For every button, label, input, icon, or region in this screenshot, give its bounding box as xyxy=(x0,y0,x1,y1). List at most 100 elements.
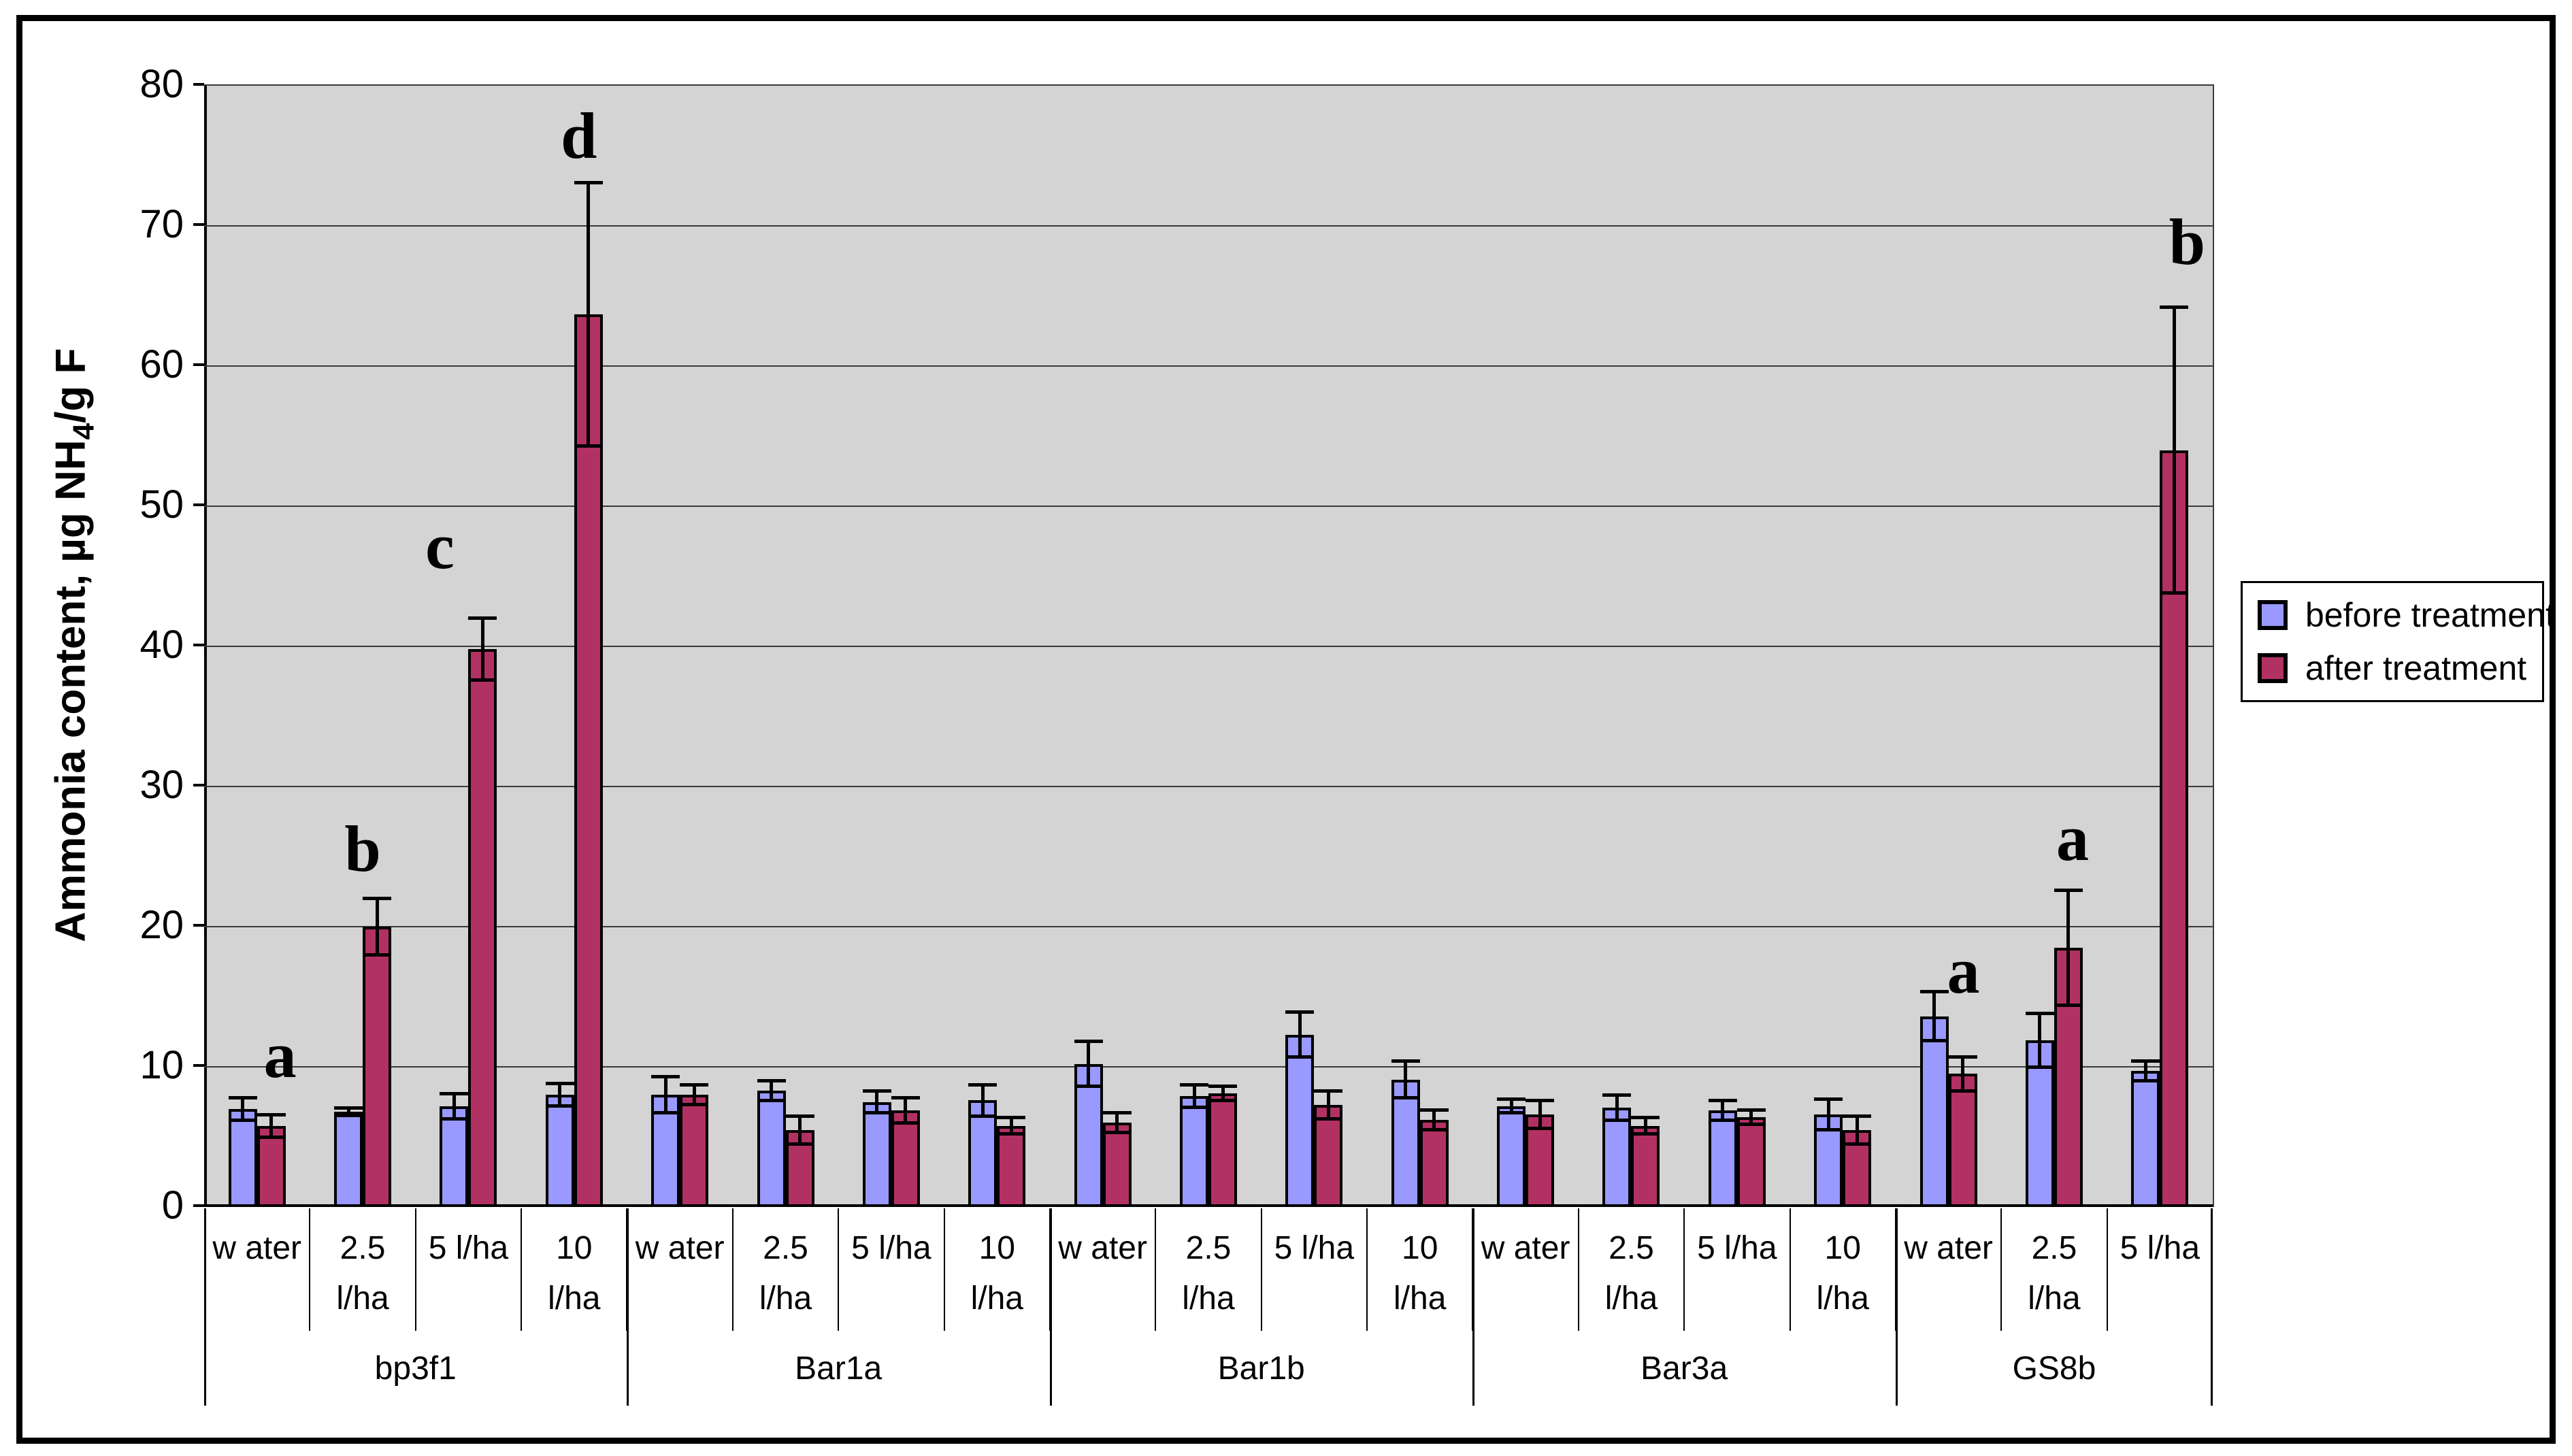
err-after-bar1bwater-cap-bottom xyxy=(1102,1131,1132,1135)
err-after-bar1b5lha-cap-bottom xyxy=(1314,1116,1343,1121)
y-tick-label-20: 20 xyxy=(139,903,184,947)
y-tick-10 xyxy=(193,1064,204,1067)
legend-item-before: before treatment xyxy=(2258,595,2555,635)
bar-before-bar1b25lha xyxy=(1180,1096,1208,1207)
err-after-bar1b10lha-cap-top xyxy=(1419,1108,1449,1112)
bar-after-bar1b5lha xyxy=(1314,1104,1343,1207)
err-after-bar1awater-cap-bottom xyxy=(680,1103,709,1107)
bar-after-bp3f125lha xyxy=(363,927,392,1207)
letter-c-bp3f15lha: c xyxy=(425,510,455,583)
x-label-line-1: w ater xyxy=(1058,1230,1147,1266)
bar-before-gs8bwater xyxy=(1919,1016,1949,1207)
err-before-bar3a10lha-cap-bottom xyxy=(1814,1128,1843,1132)
err-after-gs8b25lha-cap-bottom xyxy=(2054,1003,2083,1007)
err-after-bar1awater-line xyxy=(692,1085,696,1105)
x-label-line-2: l/ha xyxy=(970,1280,1023,1317)
err-after-bar1b10lha-cap-bottom xyxy=(1419,1128,1449,1132)
bar-before-bar1a10lha xyxy=(968,1100,998,1207)
x-label-gs8bwater: w ater xyxy=(1896,1208,2001,1331)
err-before-bar1b5lha-cap-bottom xyxy=(1285,1055,1315,1059)
err-before-bar3a5lha-cap-top xyxy=(1708,1098,1737,1102)
err-after-bar3a25lha-cap-bottom xyxy=(1631,1132,1660,1136)
err-after-bp3f1water-line xyxy=(269,1114,274,1137)
err-after-bar1a25lha-cap-bottom xyxy=(785,1142,814,1146)
bar-before-bar3awater xyxy=(1497,1106,1526,1207)
y-tick-label-70: 70 xyxy=(139,202,184,246)
treatment-separator-7 xyxy=(943,1208,945,1331)
err-after-bar3awater-cap-top xyxy=(1526,1098,1555,1102)
err-after-bar1a5lha-cap-bottom xyxy=(891,1121,920,1125)
bar-after-bp3f110lha xyxy=(574,314,603,1207)
x-label-line-1: 2.5 xyxy=(340,1230,386,1266)
err-before-bar1awater-cap-top xyxy=(651,1074,680,1078)
y-tick-label-40: 40 xyxy=(139,623,184,667)
x-label-bar3a25lha: 2.5 l/ha xyxy=(1579,1208,1684,1331)
err-before-bar1a10lha-line xyxy=(980,1085,985,1116)
err-before-bp3f110lha-line xyxy=(558,1083,562,1106)
x-label-gs8b25lha: 2.5 l/ha xyxy=(2001,1208,2107,1331)
x-label-bar3a5lha: 5 l/ha xyxy=(1684,1208,1790,1331)
x-axis-labels: w ater 2.5 l/ha 5 l/ha 10 l/ha bp3f1 w ater 2.5 l… xyxy=(204,1208,2213,1406)
err-before-bar1a25lha-line xyxy=(770,1080,774,1101)
bar-before-bar1b5lha xyxy=(1285,1034,1315,1207)
err-before-bar1b25lha-line xyxy=(1192,1085,1196,1108)
x-label-bar1awater: w ater xyxy=(627,1208,732,1331)
x-label-bp3f15lha: 5 l/ha xyxy=(416,1208,521,1331)
err-before-bar3a5lha-cap-bottom xyxy=(1708,1118,1737,1122)
err-before-bp3f15lha-cap-bottom xyxy=(440,1116,469,1121)
err-after-bar3a5lha-cap-top xyxy=(1736,1108,1766,1112)
err-before-bar1b10lha-cap-top xyxy=(1391,1059,1420,1063)
err-after-bar3a25lha-line xyxy=(1643,1117,1647,1134)
err-after-bp3f125lha-line xyxy=(375,898,379,955)
x-label-line-1: 2.5 xyxy=(1185,1230,1232,1266)
bar-after-bar3a5lha xyxy=(1736,1117,1766,1207)
err-before-bar3a10lha-line xyxy=(1826,1099,1830,1130)
treatment-separator-10 xyxy=(1260,1208,1262,1331)
err-before-gs8b25lha-line xyxy=(2038,1013,2042,1067)
err-before-bar3a25lha-cap-top xyxy=(1602,1093,1632,1097)
err-before-bar3a5lha-line xyxy=(1721,1100,1725,1121)
err-after-bar3awater-line xyxy=(1538,1100,1542,1129)
err-after-bar3a10lha-cap-bottom xyxy=(1843,1142,1872,1146)
err-before-bar1bwater-cap-top xyxy=(1074,1040,1103,1044)
err-before-gs8b5lha-cap-top xyxy=(2131,1059,2160,1063)
bar-before-bar1b10lha xyxy=(1391,1079,1420,1207)
x-label-bar1b10lha: 10 l/ha xyxy=(1367,1208,1472,1331)
letter-b-gs8b5lha: b xyxy=(2169,205,2205,279)
err-before-bp3f15lha-line xyxy=(452,1093,456,1119)
err-after-bar1b10lha-line xyxy=(1432,1110,1436,1130)
y-tick-label-80: 80 xyxy=(139,62,184,106)
err-before-gs8b5lha-cap-bottom xyxy=(2131,1079,2160,1083)
err-before-bar1bwater-cap-bottom xyxy=(1074,1085,1103,1089)
err-before-bp3f1water-cap-top xyxy=(228,1095,257,1099)
err-before-bp3f1water-cap-bottom xyxy=(228,1118,257,1122)
err-before-bar3awater-cap-bottom xyxy=(1497,1111,1526,1115)
treatment-separator-11 xyxy=(1366,1208,1368,1331)
letter-b-bp3f125lha: b xyxy=(344,812,381,886)
err-after-bp3f125lha-cap-top xyxy=(363,897,392,901)
x-label-gs8b5lha: 5 l/ha xyxy=(2107,1208,2213,1331)
err-after-gs8bwater-cap-bottom xyxy=(1948,1089,1977,1093)
treatment-separator-5 xyxy=(731,1208,733,1331)
bar-before-bar3a5lha xyxy=(1708,1110,1737,1207)
err-before-bar1awater-cap-bottom xyxy=(651,1111,680,1115)
y-tick-20 xyxy=(193,924,204,927)
treatment-separator-3 xyxy=(521,1208,523,1331)
err-after-bar3a5lha-cap-bottom xyxy=(1736,1122,1766,1126)
x-label-line-1: 10 xyxy=(978,1230,1015,1266)
bar-before-bar3a25lha xyxy=(1602,1107,1632,1207)
err-after-bar1b5lha-cap-top xyxy=(1314,1089,1343,1093)
letter-a-bp3f1water: a xyxy=(263,1018,297,1091)
err-after-bar3a25lha-cap-top xyxy=(1631,1115,1660,1119)
err-after-gs8b25lha-line xyxy=(2066,890,2071,1006)
x-label-line-2: l/ha xyxy=(548,1280,601,1317)
err-before-bar1awater-line xyxy=(663,1076,667,1113)
bar-after-bar1b25lha xyxy=(1208,1093,1237,1207)
y-tick-0 xyxy=(193,1204,204,1207)
x-label-line-1: 5 l/ha xyxy=(1274,1230,1355,1266)
group-separator-19 xyxy=(2211,1208,2213,1406)
gridline-60 xyxy=(204,365,2213,367)
x-label-bar1b5lha: 5 l/ha xyxy=(1262,1208,1367,1331)
err-after-bp3f1water-cap-top xyxy=(257,1112,286,1116)
y-tick-label-30: 30 xyxy=(139,763,184,807)
